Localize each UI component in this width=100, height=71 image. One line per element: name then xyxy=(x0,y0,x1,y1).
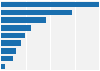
Bar xyxy=(1,56,13,61)
Bar xyxy=(1,64,5,69)
Bar xyxy=(1,40,21,46)
Bar xyxy=(1,2,99,7)
Bar xyxy=(1,25,32,31)
Bar xyxy=(1,33,25,38)
Bar xyxy=(1,10,72,15)
Bar xyxy=(1,17,46,23)
Bar xyxy=(1,48,16,54)
